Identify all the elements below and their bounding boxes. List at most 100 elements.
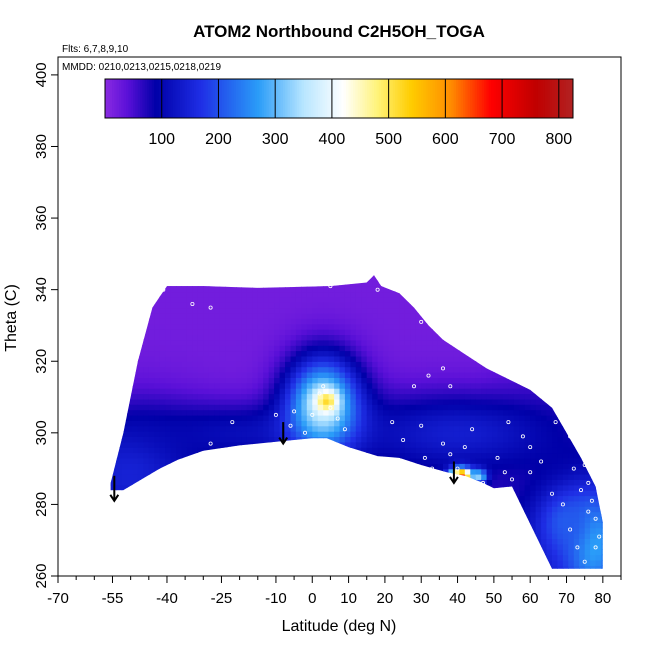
heatmap-cell xyxy=(110,457,112,464)
heatmap-cell xyxy=(355,312,362,319)
heatmap-cell xyxy=(519,414,526,421)
heatmap-cell xyxy=(410,345,417,352)
heatmap-cell xyxy=(524,436,531,443)
heatmap-cell xyxy=(186,554,193,561)
heatmap-cell xyxy=(339,500,346,507)
heatmap-cell xyxy=(415,565,422,569)
heatmap-cell xyxy=(426,474,433,480)
heatmap-cell xyxy=(383,420,390,427)
heatmap-cell xyxy=(198,259,204,265)
heatmap-cell xyxy=(197,339,204,346)
heatmap-cell xyxy=(328,527,335,534)
heatmap-cell xyxy=(492,425,499,432)
heatmap-cell xyxy=(492,441,499,448)
heatmap-cell xyxy=(459,275,466,276)
heatmap-cell xyxy=(367,259,373,265)
heatmap-cell xyxy=(301,366,308,373)
heatmap-cell xyxy=(323,538,330,545)
heatmap-cell xyxy=(148,511,155,518)
heatmap-cell xyxy=(339,463,346,470)
heatmap-cell xyxy=(181,275,188,282)
heatmap-cell xyxy=(546,318,553,325)
heatmap-cell xyxy=(344,339,351,346)
heatmap-cell xyxy=(165,366,172,373)
heatmap-cell xyxy=(459,441,466,448)
heatmap-cell xyxy=(405,259,411,265)
heatmap-cell xyxy=(290,355,297,362)
heatmap-cell xyxy=(394,388,400,395)
heatmap-cell xyxy=(328,339,335,346)
heatmap-cell xyxy=(464,490,471,497)
heatmap-cell xyxy=(225,527,232,534)
heatmap-cell xyxy=(535,420,542,427)
heatmap-cell xyxy=(453,511,460,518)
heatmap-cell xyxy=(464,393,471,400)
heatmap-cell xyxy=(475,506,482,513)
heatmap-cell xyxy=(443,420,449,427)
heatmap-cell xyxy=(148,468,155,475)
heatmap-cell xyxy=(170,484,177,491)
heatmap-cell xyxy=(306,334,313,341)
heatmap-cell xyxy=(481,463,488,470)
heatmap-cell xyxy=(116,463,123,470)
heatmap-cell xyxy=(323,452,330,459)
heatmap-cell xyxy=(394,533,400,539)
heatmap-cell xyxy=(459,323,466,330)
heatmap-cell xyxy=(437,350,444,357)
heatmap-cell xyxy=(263,457,270,464)
heatmap-cell xyxy=(372,312,379,319)
heatmap-cell xyxy=(246,452,253,459)
heatmap-cell xyxy=(426,533,433,539)
heatmap-cell xyxy=(208,296,215,303)
heatmap-cell xyxy=(546,516,553,523)
heatmap-cell xyxy=(263,441,270,448)
heatmap-cell xyxy=(241,457,248,464)
heatmap-cell xyxy=(421,259,427,265)
heatmap-cell xyxy=(225,366,232,373)
heatmap-cell xyxy=(137,372,144,378)
heatmap-cell xyxy=(143,559,150,566)
heatmap-cell xyxy=(246,538,253,545)
heatmap-cell xyxy=(339,280,346,287)
heatmap-cell xyxy=(481,302,488,309)
heatmap-cell xyxy=(535,522,542,529)
heatmap-cell xyxy=(404,404,411,411)
heatmap-cell xyxy=(443,318,449,325)
heatmap-cell xyxy=(459,372,466,378)
heatmap-cell xyxy=(361,420,368,427)
heatmap-cell xyxy=(317,554,324,561)
heatmap-cell xyxy=(470,350,477,357)
heatmap-cell xyxy=(214,522,221,529)
heatmap-cell xyxy=(285,516,291,523)
heatmap-cell xyxy=(388,522,395,529)
heatmap-cell xyxy=(503,334,509,341)
heatmap-cell xyxy=(176,259,182,265)
heatmap-cell xyxy=(328,495,335,502)
heatmap-cell xyxy=(372,500,379,507)
heatmap-cell xyxy=(295,479,302,486)
heatmap-cell xyxy=(181,323,188,330)
heatmap-cell xyxy=(306,307,313,314)
heatmap-cell xyxy=(110,355,117,362)
heatmap-cell xyxy=(426,275,433,276)
heatmap-cell xyxy=(208,409,215,416)
heatmap-cell xyxy=(562,441,569,448)
heatmap-cell xyxy=(214,452,221,459)
heatmap-cell xyxy=(192,398,199,405)
heatmap-cell xyxy=(181,479,188,486)
heatmap-cell xyxy=(404,366,411,373)
heatmap-cell xyxy=(257,302,264,309)
heatmap-cell xyxy=(246,420,253,427)
heatmap-cell xyxy=(121,506,128,513)
heatmap-cell xyxy=(459,318,466,325)
heatmap-cell xyxy=(410,490,417,497)
heatmap-cell xyxy=(263,334,270,341)
heatmap-cell xyxy=(334,441,341,448)
heatmap-cell xyxy=(219,388,226,395)
heatmap-cell xyxy=(110,516,112,523)
heatmap-cell xyxy=(328,484,335,491)
heatmap-cell xyxy=(541,463,548,470)
heatmap-cell xyxy=(552,377,558,384)
heatmap-cell xyxy=(361,447,368,454)
heatmap-cell xyxy=(497,393,504,400)
